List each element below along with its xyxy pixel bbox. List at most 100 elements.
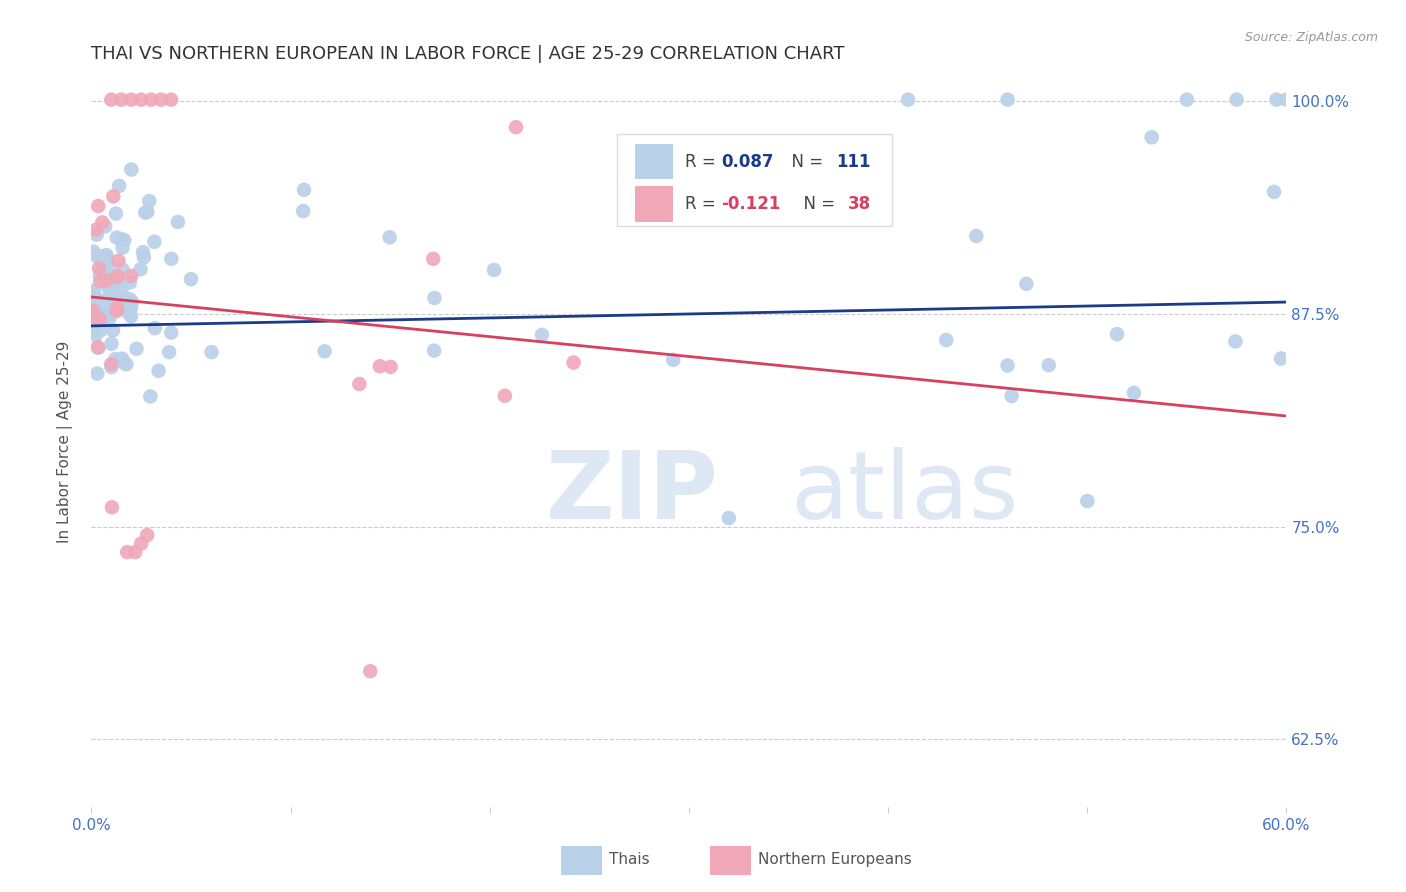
Point	[359, 664, 381, 678]
Point	[180, 272, 202, 286]
Point	[91, 260, 114, 274]
Point	[1105, 327, 1128, 342]
Point	[100, 336, 122, 351]
Text: R =: R =	[685, 194, 721, 212]
Point	[89, 299, 111, 313]
Point	[96, 248, 118, 262]
Point	[129, 536, 152, 550]
Point	[100, 298, 122, 312]
Point	[1038, 358, 1060, 372]
Point	[111, 262, 134, 277]
Point	[87, 341, 110, 355]
Point	[105, 301, 128, 316]
FancyBboxPatch shape	[636, 186, 673, 221]
Point	[101, 500, 124, 515]
Point	[200, 345, 222, 359]
Point	[160, 326, 183, 340]
Point	[111, 241, 134, 255]
FancyBboxPatch shape	[636, 144, 673, 179]
Point	[494, 389, 516, 403]
Point	[1295, 93, 1317, 107]
Text: N =: N =	[780, 153, 828, 170]
Point	[94, 273, 117, 287]
FancyBboxPatch shape	[710, 846, 751, 874]
Point	[100, 357, 122, 371]
Point	[1076, 494, 1098, 508]
Point	[423, 343, 446, 358]
Text: -0.121: -0.121	[721, 194, 780, 212]
Point	[129, 93, 152, 107]
Point	[1270, 351, 1292, 366]
Point	[160, 93, 183, 107]
Point	[129, 262, 152, 277]
Point	[98, 291, 121, 305]
Point	[378, 230, 401, 244]
Point	[292, 183, 315, 197]
Text: 0.087: 0.087	[721, 153, 773, 170]
Point	[1140, 130, 1163, 145]
Point	[108, 178, 131, 193]
Point	[84, 305, 107, 319]
Text: N =: N =	[793, 194, 841, 212]
Point	[107, 301, 129, 315]
Point	[83, 301, 105, 316]
Point	[105, 290, 128, 304]
Text: THAI VS NORTHERN EUROPEAN IN LABOR FORCE | AGE 25-29 CORRELATION CHART: THAI VS NORTHERN EUROPEAN IN LABOR FORCE…	[91, 45, 845, 63]
Point	[89, 312, 111, 326]
Point	[349, 377, 371, 392]
Point	[530, 327, 553, 342]
Point	[120, 310, 142, 324]
Point	[103, 304, 125, 318]
Point	[87, 199, 110, 213]
Point	[935, 333, 957, 347]
Text: ZIP: ZIP	[546, 447, 718, 539]
Point	[717, 511, 740, 525]
Point	[1225, 334, 1247, 349]
Point	[82, 310, 104, 324]
Point	[150, 93, 173, 107]
Point	[143, 321, 166, 335]
Point	[98, 311, 121, 326]
Point	[138, 194, 160, 208]
Point	[87, 261, 110, 276]
Point	[107, 253, 129, 268]
Point	[90, 250, 112, 264]
Point	[110, 93, 132, 107]
Point	[368, 359, 391, 374]
Point	[84, 223, 107, 237]
Point	[1000, 389, 1022, 403]
Point	[1015, 277, 1038, 291]
Point	[314, 344, 336, 359]
Point	[118, 306, 141, 320]
Point	[103, 189, 125, 203]
Point	[86, 340, 108, 354]
Point	[143, 235, 166, 249]
Point	[84, 291, 107, 305]
Point	[1285, 93, 1308, 107]
Point	[90, 310, 112, 325]
FancyBboxPatch shape	[617, 135, 893, 226]
Point	[101, 323, 124, 337]
Point	[101, 280, 124, 294]
Point	[1175, 93, 1198, 107]
Point	[120, 301, 142, 315]
Text: 111: 111	[837, 153, 870, 170]
Text: 38: 38	[848, 194, 870, 212]
Point	[120, 162, 142, 177]
Point	[1265, 93, 1288, 107]
Point	[105, 270, 128, 285]
Point	[96, 273, 118, 287]
Point	[423, 291, 446, 305]
Point	[167, 215, 190, 229]
Point	[82, 304, 104, 318]
Point	[110, 301, 132, 315]
Point	[89, 323, 111, 337]
Point	[86, 249, 108, 263]
Point	[120, 93, 142, 107]
Point	[94, 251, 117, 265]
Point	[84, 292, 107, 306]
Point	[111, 351, 134, 366]
Point	[141, 93, 162, 107]
Point	[112, 356, 135, 370]
Point	[83, 317, 105, 331]
